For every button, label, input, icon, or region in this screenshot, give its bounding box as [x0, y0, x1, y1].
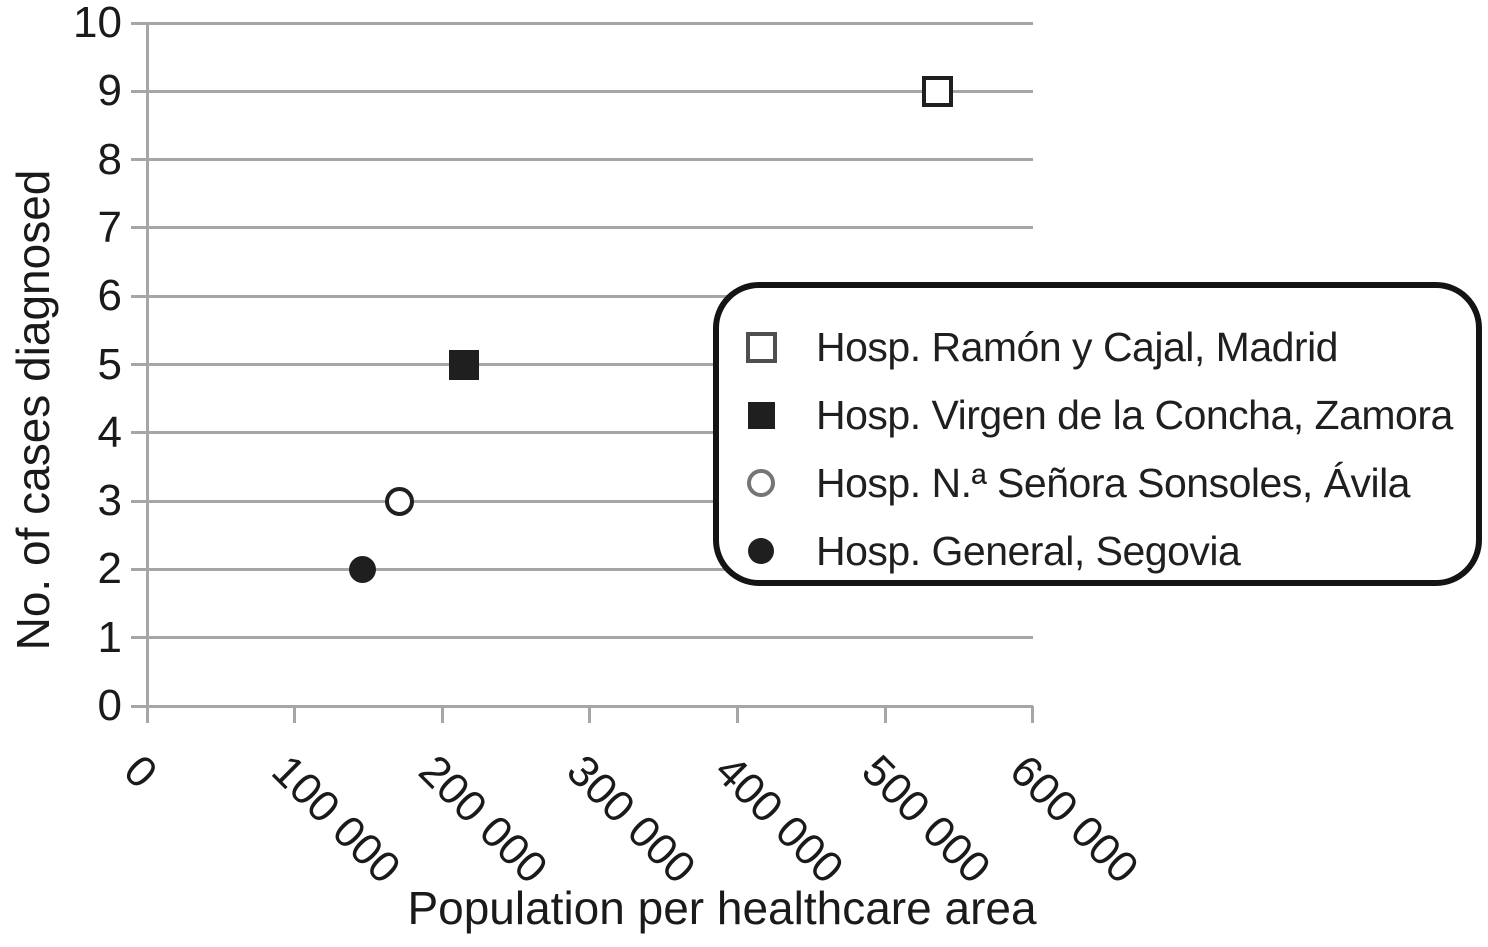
x-tick-label-1: 100 000: [262, 745, 410, 894]
x-tick-mark-5: [883, 706, 887, 723]
legend-item-2: Hosp. N.ª Señora Sonsoles, Ávila: [719, 449, 1476, 517]
legend-item-3: Hosp. General, Segovia: [719, 517, 1476, 585]
y-tick-label-2: 2: [97, 544, 122, 594]
y-tick-label-1: 1: [97, 612, 122, 662]
gridline-y-3: [131, 499, 1033, 503]
filled-circle-marker: [748, 538, 774, 564]
x-tick-label-2: 200 000: [409, 745, 557, 894]
legend-label: Hosp. Ramón y Cajal, Madrid: [816, 324, 1338, 370]
gridline-y-9: [131, 89, 1033, 93]
x-axis-line: [131, 704, 1033, 708]
y-tick-label-7: 7: [97, 202, 122, 252]
data-point-filled-circle: [349, 555, 377, 583]
x-tick-label-0: 0: [114, 745, 167, 798]
gridline-y-5: [131, 363, 1033, 366]
open-square-marker: [745, 331, 777, 363]
y-tick-label-5: 5: [97, 339, 122, 389]
y-tick-label-0: 0: [97, 681, 122, 730]
data-point-filled-square: [449, 349, 480, 380]
legend-item-0: Hosp. Ramón y Cajal, Madrid: [719, 313, 1476, 381]
filled-square-marker: [747, 401, 775, 429]
x-tick-mark-3: [588, 706, 592, 723]
gridline-y-7: [131, 226, 1033, 230]
legend-label: Hosp. Virgen de la Concha, Zamora: [816, 392, 1453, 438]
y-tick-label-4: 4: [97, 407, 122, 457]
gridline-y-8: [131, 158, 1033, 162]
gridline-y-2: [131, 567, 1033, 571]
x-tick-label-4: 400 000: [705, 745, 853, 894]
y-tick-label-10: 10: [73, 0, 122, 47]
y-axis-line: [145, 23, 149, 723]
legend: Hosp. Ramón y Cajal, Madrid Hosp. Virgen …: [713, 282, 1482, 586]
x-tick-label-5: 500 000: [852, 745, 1000, 894]
data-point-open-square: [921, 75, 953, 107]
gridline-y-6: [131, 294, 1033, 298]
y-tick-label-3: 3: [97, 476, 122, 526]
legend-label: Hosp. General, Segovia: [816, 528, 1241, 574]
data-point-open-circle: [385, 486, 414, 516]
y-axis-title: No. of cases diagnosed: [7, 169, 59, 651]
legend-label: Hosp. N.ª Señora Sonsoles, Ávila: [816, 460, 1410, 506]
y-tick-label-8: 8: [97, 134, 122, 184]
legend-item-1: Hosp. Virgen de la Concha, Zamora: [719, 381, 1476, 449]
y-tick-label-9: 9: [97, 66, 122, 116]
x-tick-mark-1: [293, 706, 297, 723]
x-tick-label-3: 300 000: [557, 745, 705, 894]
gridline-y-1: [131, 636, 1033, 640]
x-tick-mark-6: [1031, 706, 1035, 723]
x-tick-mark-2: [440, 706, 444, 723]
x-tick-mark-4: [736, 706, 740, 723]
open-circle-marker: [747, 469, 775, 497]
gridline-y-4: [131, 431, 1033, 435]
gridline-y-10: [131, 21, 1033, 25]
y-tick-label-6: 6: [97, 271, 122, 321]
x-axis-title: Population per healthcare area: [407, 882, 1037, 934]
x-tick-label-6: 600 000: [1000, 745, 1148, 894]
